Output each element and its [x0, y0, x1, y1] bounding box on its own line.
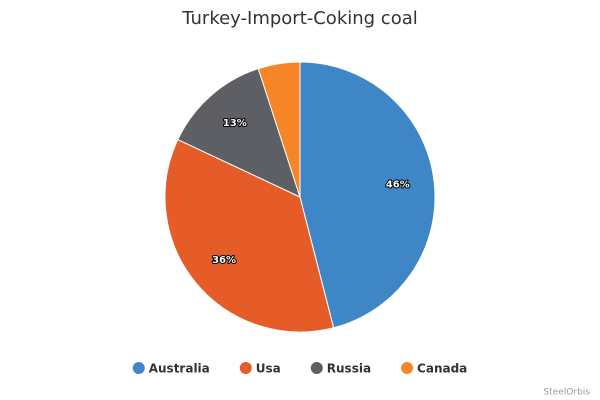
legend-marker	[239, 362, 252, 374]
data-label: 36%	[212, 255, 236, 266]
legend-marker	[401, 362, 414, 374]
credit: SteelOrbis	[543, 388, 590, 398]
pie-slice	[257, 61, 301, 198]
legend-marker	[132, 362, 145, 374]
legend-marker	[310, 362, 323, 374]
data-label: 13%	[223, 118, 247, 129]
legend-label: Australia	[149, 362, 210, 376]
pie-slice	[164, 138, 335, 333]
pie-slice	[299, 61, 436, 329]
chart-title: Turkey-Import-Coking coal	[181, 8, 418, 29]
legend-label: Russia	[327, 362, 371, 376]
pie-slice	[177, 67, 301, 198]
legend-label: Usa	[256, 362, 281, 376]
legend-label: Canada	[417, 362, 467, 376]
data-label: 46%	[386, 180, 410, 191]
